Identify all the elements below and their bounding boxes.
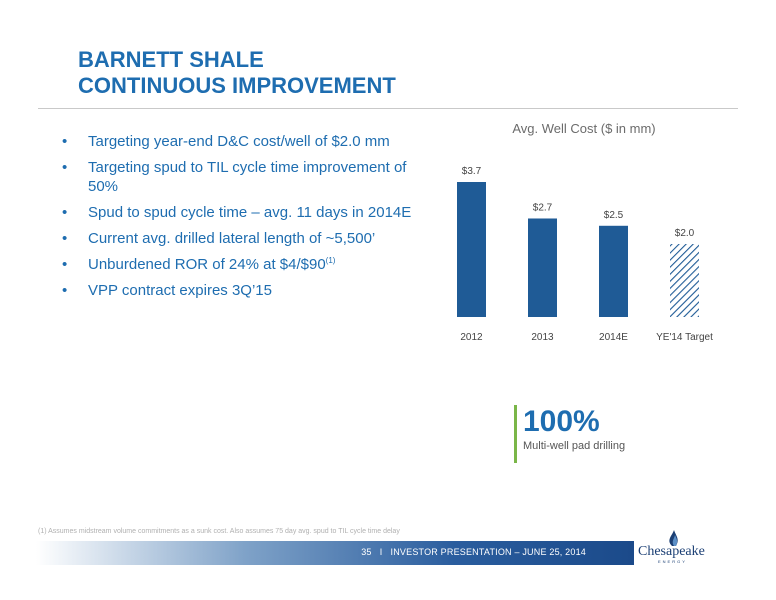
- x-tick-label: YE'14 Target: [656, 332, 713, 343]
- bullet-text: Spud to spud cycle time – avg. 11 days i…: [88, 204, 412, 221]
- chart-title: Avg. Well Cost ($ in mm): [512, 121, 656, 136]
- bullet-item: Spud to spud cycle time – avg. 11 days i…: [62, 203, 434, 222]
- footer-bar: 35 I INVESTOR PRESENTATION – JUNE 25, 20…: [36, 541, 634, 565]
- bar-value-label: $3.7: [462, 166, 482, 177]
- bullet-text: Targeting spud to TIL cycle time improve…: [88, 159, 407, 195]
- bullet-item: Targeting year-end D&C cost/well of $2.0…: [62, 132, 434, 151]
- stat-value: 100%: [523, 405, 600, 438]
- bar-value-label: $2.7: [533, 202, 553, 213]
- pad-drilling-stat: 100% Multi-well pad drilling: [514, 405, 625, 463]
- bullet-text: Unburdened ROR of 24% at $4/$90: [88, 256, 326, 273]
- bar-2012: [457, 182, 486, 317]
- bullet-item: Targeting spud to TIL cycle time improve…: [62, 158, 434, 196]
- logo-subtitle: ENERGY: [658, 559, 687, 564]
- bar-ye-14-target: [670, 244, 699, 317]
- chesapeake-logo: Chesapeake ENERGY: [636, 528, 716, 568]
- x-tick-label: 2014E: [599, 332, 628, 343]
- bar-value-label: $2.5: [604, 210, 624, 221]
- bullet-list: Targeting year-end D&C cost/well of $2.0…: [62, 132, 434, 307]
- footnote-marker: (1): [325, 256, 336, 265]
- bullet-item: VPP contract expires 3Q’15: [62, 281, 434, 300]
- slide-title: BARNETT SHALE CONTINUOUS IMPROVEMENT: [78, 47, 396, 99]
- well-cost-bar-chart: $3.7 2012 $2.7 2013 $2.5 2014E $2.0 YE'14 Targe…: [457, 166, 713, 343]
- page-number: 35: [361, 547, 372, 557]
- x-tick-label: 2012: [460, 332, 483, 343]
- x-tick-label: 2013: [531, 332, 554, 343]
- slide-title-line2: CONTINUOUS IMPROVEMENT: [78, 73, 396, 98]
- bullet-text: Targeting year-end D&C cost/well of $2.0…: [88, 133, 390, 150]
- flame-icon: [669, 530, 678, 546]
- footnote: (1) Assumes midstream volume commitments…: [38, 528, 400, 535]
- bullet-text: Current avg. drilled lateral length of ~…: [88, 230, 376, 247]
- bullet-text: VPP contract expires 3Q’15: [88, 282, 272, 299]
- slide-title-line1: BARNETT SHALE: [78, 47, 264, 72]
- footer-separator: I: [379, 547, 383, 557]
- bullet-item: Current avg. drilled lateral length of ~…: [62, 229, 434, 248]
- bar-value-label: $2.0: [675, 228, 695, 239]
- stat-label: Multi-well pad drilling: [523, 440, 626, 452]
- bar-2013: [528, 218, 557, 317]
- bar-2014e: [599, 225, 628, 317]
- logo-wordmark: Chesapeake: [638, 544, 705, 559]
- footer-text: 35 I INVESTOR PRESENTATION – JUNE 25, 20…: [361, 547, 586, 557]
- title-divider: [38, 108, 738, 109]
- bullet-item: Unburdened ROR of 24% at $4/$90(1): [62, 255, 434, 274]
- footer-caption: INVESTOR PRESENTATION – JUNE 25, 2014: [390, 547, 586, 557]
